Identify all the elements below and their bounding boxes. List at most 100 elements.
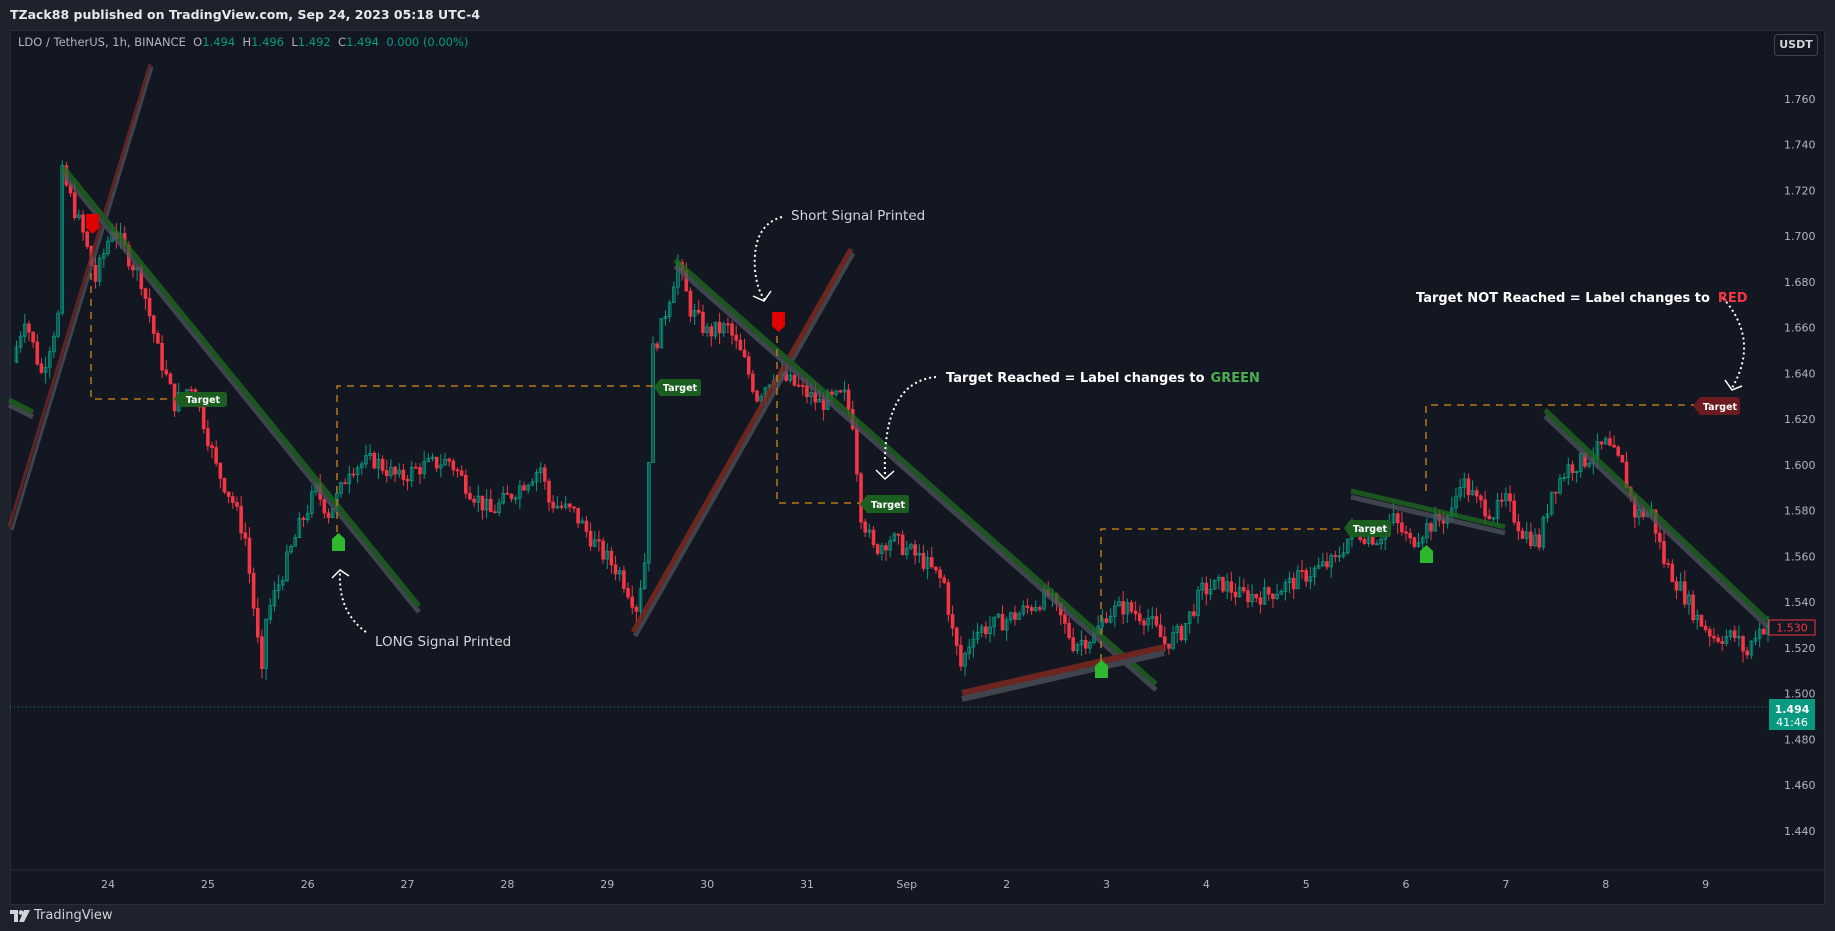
resistance-line-3-shadow: [673, 264, 1158, 692]
candle: [501, 486, 506, 505]
candle: [1395, 511, 1400, 535]
candle: [880, 542, 884, 561]
candle: [1375, 540, 1379, 546]
candle: [397, 463, 402, 478]
candle: [1104, 611, 1109, 624]
candle: [1454, 487, 1458, 517]
candle: [1312, 565, 1317, 586]
arrow-long-signal: [338, 571, 367, 633]
candle: [231, 492, 235, 509]
candle: [1479, 493, 1483, 509]
candle: [992, 616, 996, 637]
candle: [1271, 593, 1275, 609]
target-guide-5: [1425, 404, 1694, 491]
time-axis[interactable]: 24 25 26 27 28 29 30 31 Sep 2 3 4 5 6 7 8 9: [101, 878, 1709, 891]
time-tick: 25: [201, 878, 215, 891]
candle: [1753, 630, 1758, 646]
green-word: GREEN: [1211, 371, 1260, 386]
candle: [1608, 430, 1612, 447]
candle: [384, 460, 389, 483]
candle: [1470, 480, 1475, 496]
candle: [1300, 560, 1304, 580]
symbol-title[interactable]: LDO / TetherUS, 1h, BINANCE: [18, 35, 186, 49]
chart-panel[interactable]: [10, 30, 1825, 905]
candle: [1179, 623, 1184, 642]
candle: [1474, 486, 1479, 504]
candle: [1316, 557, 1321, 570]
candle: [389, 459, 393, 479]
candle: [1499, 492, 1504, 508]
candle: [513, 495, 518, 505]
time-tick: 28: [500, 878, 514, 891]
candle: [721, 321, 726, 337]
candle: [39, 358, 44, 375]
candle: [1682, 570, 1687, 608]
candle: [1146, 609, 1150, 632]
candle: [280, 576, 285, 591]
candle: [1512, 493, 1517, 526]
candle: [971, 630, 976, 658]
target-label-text: Target: [871, 500, 906, 511]
countdown-text: 41:46: [1776, 716, 1808, 729]
candle: [1737, 625, 1741, 647]
target-label-2: Target: [654, 379, 701, 396]
candle: [1425, 517, 1429, 544]
current-price-badge: 1.494 41:46: [1769, 699, 1815, 730]
time-tick: 26: [301, 878, 315, 891]
candle: [738, 333, 743, 351]
time-tick: Sep: [896, 878, 917, 891]
candle: [730, 320, 734, 345]
candle: [1175, 623, 1180, 644]
candle: [343, 478, 347, 485]
candle: [892, 531, 897, 543]
candle: [888, 536, 892, 558]
candle: [418, 463, 422, 485]
price-tick: 1.520: [1784, 642, 1816, 655]
candle: [984, 621, 988, 639]
low-value: 1.492: [297, 35, 331, 49]
candle: [1004, 616, 1009, 641]
candle: [734, 325, 739, 349]
candle: [688, 287, 693, 322]
price-axis[interactable]: 1.760 1.740 1.720 1.700 1.680 1.660 1.640 1.620…: [1784, 93, 1816, 838]
candle: [43, 356, 48, 384]
candle: [1566, 457, 1571, 486]
candle: [792, 374, 797, 387]
candle: [630, 585, 635, 615]
candle: [106, 236, 110, 257]
candle: [1346, 538, 1350, 555]
currency-button[interactable]: USDT: [1774, 34, 1818, 56]
candle: [1337, 546, 1342, 562]
target-label-3: Target: [860, 495, 909, 513]
candle: [463, 469, 468, 499]
time-tick: 9: [1702, 878, 1709, 891]
price-tick: 1.480: [1784, 733, 1816, 746]
candle: [414, 462, 418, 469]
candle: [243, 522, 248, 546]
candle: [1716, 634, 1720, 644]
candle: [597, 530, 601, 552]
candle: [900, 530, 905, 556]
price-tick: 1.700: [1784, 230, 1816, 243]
candle: [1699, 614, 1704, 627]
candle: [518, 479, 522, 509]
candle: [1150, 606, 1155, 629]
tradingview-logo[interactable]: TradingView: [10, 908, 113, 923]
candle: [705, 322, 709, 337]
candle: [692, 303, 697, 325]
candle: [601, 537, 605, 564]
candle: [1562, 472, 1566, 482]
candle: [576, 507, 580, 529]
candle: [376, 452, 381, 479]
candle: [1703, 620, 1708, 633]
symbol-legend: LDO / TetherUS, 1h, BINANCE O1.494 H1.49…: [18, 35, 468, 49]
candle: [863, 518, 867, 538]
candle: [1187, 611, 1192, 634]
candle: [709, 323, 714, 347]
candle: [884, 543, 888, 561]
candle: [22, 313, 27, 343]
candle: [1620, 454, 1625, 463]
candle: [285, 544, 289, 583]
high-value: 1.496: [251, 35, 285, 49]
